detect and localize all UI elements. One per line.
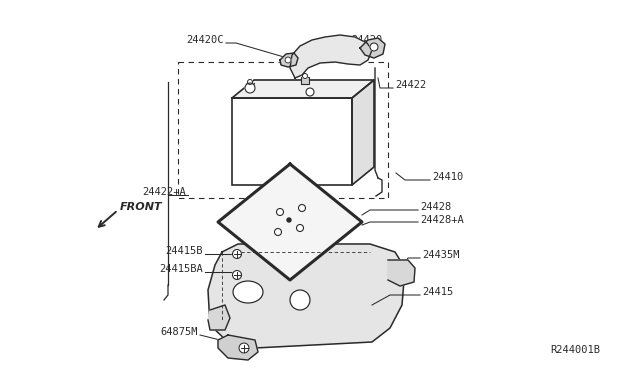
Text: 24428: 24428 — [420, 202, 451, 212]
Polygon shape — [218, 164, 362, 280]
FancyBboxPatch shape — [246, 83, 254, 90]
Ellipse shape — [233, 281, 263, 303]
Circle shape — [306, 88, 314, 96]
Text: 24420: 24420 — [351, 35, 382, 45]
FancyBboxPatch shape — [232, 98, 352, 185]
Circle shape — [287, 218, 291, 222]
Text: 24428+A: 24428+A — [420, 215, 464, 225]
Polygon shape — [290, 35, 372, 78]
Circle shape — [285, 57, 291, 63]
Text: 24415BA: 24415BA — [159, 264, 203, 274]
Circle shape — [245, 83, 255, 93]
Circle shape — [370, 43, 378, 51]
Circle shape — [232, 250, 241, 259]
Polygon shape — [232, 80, 374, 98]
Polygon shape — [218, 335, 258, 360]
Text: R244001B: R244001B — [550, 345, 600, 355]
Circle shape — [296, 224, 303, 231]
Circle shape — [276, 208, 284, 215]
Text: 64875M: 64875M — [161, 327, 198, 337]
Polygon shape — [352, 80, 374, 185]
Text: 24435M: 24435M — [422, 250, 460, 260]
Circle shape — [290, 290, 310, 310]
Circle shape — [303, 74, 307, 78]
Circle shape — [298, 205, 305, 212]
Circle shape — [248, 80, 253, 84]
Polygon shape — [208, 244, 405, 348]
Circle shape — [275, 228, 282, 235]
Text: 24422+A: 24422+A — [142, 187, 186, 197]
Circle shape — [232, 270, 241, 279]
Text: 24410: 24410 — [432, 172, 463, 182]
Circle shape — [239, 343, 249, 353]
FancyBboxPatch shape — [301, 77, 309, 84]
Polygon shape — [208, 305, 230, 330]
Text: 24422: 24422 — [395, 80, 426, 90]
Text: FRONT: FRONT — [120, 202, 163, 212]
Polygon shape — [388, 260, 415, 286]
Polygon shape — [360, 38, 385, 58]
Text: 24420C: 24420C — [186, 35, 224, 45]
Text: 24415B: 24415B — [166, 246, 203, 256]
Text: 24415: 24415 — [422, 287, 453, 297]
Polygon shape — [280, 53, 298, 67]
